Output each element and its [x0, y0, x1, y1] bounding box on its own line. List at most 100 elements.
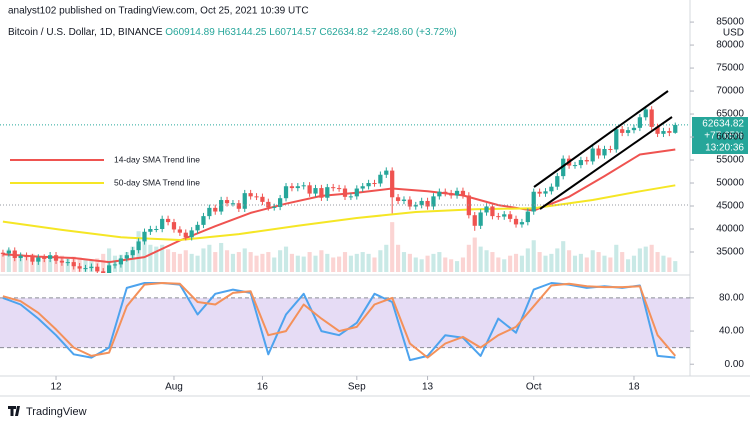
volume-bar: [348, 255, 353, 272]
candle-body: [260, 196, 265, 202]
candle-body: [283, 186, 289, 199]
volume-bar: [661, 255, 666, 272]
series-line: [2, 282, 677, 359]
x-tick-label: Aug: [165, 382, 183, 393]
candle-body: [490, 206, 495, 217]
candle-body: [378, 174, 383, 184]
candle-body: [519, 222, 525, 225]
candle-body: [331, 187, 336, 189]
x-tick-label: Oct: [526, 382, 542, 393]
volume-bar: [160, 244, 165, 272]
volume-bar: [42, 258, 47, 272]
volume-bar: [325, 253, 330, 272]
candle-body: [390, 170, 395, 198]
volume-bar: [543, 255, 548, 272]
candle-body: [584, 160, 589, 162]
volume-bar: [419, 259, 424, 272]
candle-body: [431, 196, 436, 207]
volume-bar: [667, 257, 672, 272]
candle-body: [183, 232, 188, 238]
candle-body: [165, 218, 171, 223]
candle-body: [230, 203, 236, 205]
candle-body: [89, 266, 94, 269]
candle-body: [65, 262, 70, 264]
price-tag: [692, 117, 748, 154]
y-tick-label: 85000: [716, 17, 744, 28]
brand-name: TradingView: [26, 406, 87, 418]
volume-bar: [313, 255, 318, 272]
candle-body: [24, 255, 29, 258]
volume-bar: [124, 252, 129, 272]
candle-body: [148, 229, 153, 232]
ohlc-label: H63144.25: [218, 27, 267, 38]
axis-unit: USD: [723, 28, 744, 39]
volume-bar: [48, 259, 53, 272]
volume-bar: [390, 222, 395, 272]
candle-body: [42, 257, 47, 259]
y-tick-label: 80000: [716, 40, 744, 51]
volume-bar: [266, 252, 271, 272]
volume-bar: [384, 244, 389, 272]
candle-body: [171, 222, 177, 230]
candle-body: [537, 191, 542, 194]
candle-body: [366, 183, 371, 187]
volume-bar: [295, 255, 300, 272]
volume-bar: [578, 253, 583, 272]
brand: TradingView: [8, 406, 87, 418]
x-tick-label: 18: [628, 382, 640, 393]
volume-bar: [378, 250, 383, 272]
volume-bar: [242, 248, 247, 272]
x-tick-label: 16: [257, 382, 269, 393]
channel-line: [539, 116, 673, 210]
candle-body: [655, 126, 660, 134]
overlay: analyst102 published on TradingView.com,…: [0, 6, 748, 418]
volume-bar: [567, 250, 572, 272]
price-tag-text: 62634.82: [702, 119, 744, 130]
candle-body: [118, 258, 124, 265]
candle-body: [419, 200, 424, 206]
candle-body: [590, 148, 595, 162]
y-tick-label: 60000: [716, 132, 744, 143]
candle-body: [71, 262, 76, 267]
volume-bar: [207, 244, 212, 272]
volume-bar: [307, 252, 312, 272]
candle-body: [307, 185, 312, 194]
volume-bar: [331, 257, 336, 272]
volume-bar: [53, 257, 59, 272]
candle-body: [95, 266, 100, 272]
x-tick-label: 12: [50, 382, 62, 393]
candle-body: [661, 131, 666, 134]
volume-bar: [289, 253, 294, 272]
volume-bar: [366, 253, 371, 272]
candle-body: [667, 131, 672, 133]
volume-bar: [101, 253, 106, 272]
candle-body: [313, 188, 318, 194]
candle-body: [0, 252, 6, 254]
price-tag-text: 13:20:36: [705, 143, 744, 154]
candle-body: [301, 185, 306, 187]
candle-body: [496, 216, 501, 218]
volume-bar: [549, 253, 554, 272]
candle-body: [625, 130, 631, 133]
candle-body: [130, 250, 135, 256]
volume-bar: [572, 255, 578, 272]
candle-body: [572, 165, 578, 167]
candle-body: [213, 207, 218, 212]
y-tick-label: 80.00: [719, 293, 744, 304]
candle-body: [83, 268, 88, 270]
candle-body: [643, 109, 648, 118]
y-tick-label: 55000: [716, 155, 744, 166]
volume-bar: [189, 253, 194, 272]
volume-bar: [0, 252, 6, 272]
volume-bar: [342, 252, 348, 272]
volume-bar: [148, 244, 153, 272]
candle-body: [59, 260, 65, 263]
volume-bar: [319, 250, 324, 272]
candle-body: [437, 191, 442, 197]
candle-body: [360, 186, 365, 189]
volume-bar: [608, 257, 613, 272]
candle-body: [30, 257, 35, 262]
candle-body: [219, 200, 224, 212]
price-tag-text: +77.65%: [704, 131, 744, 142]
volume-bar: [154, 246, 159, 272]
